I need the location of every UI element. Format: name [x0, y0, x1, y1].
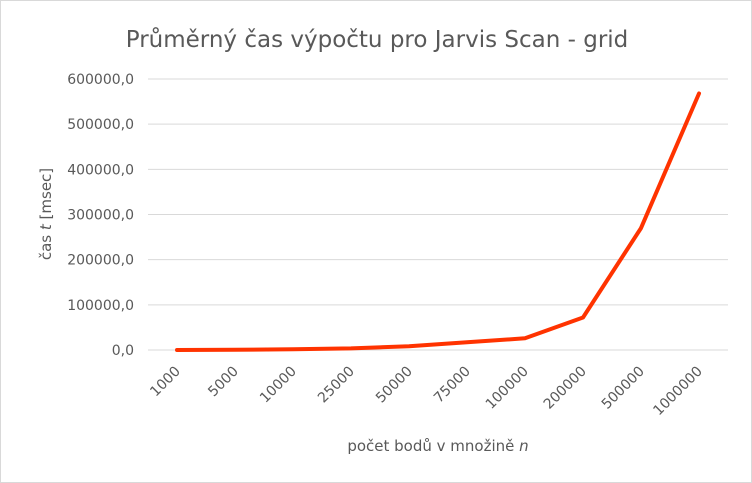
x-tick-label: 10000: [257, 364, 300, 407]
y-tick-label: 200000,0: [67, 253, 134, 269]
x-tick-label: 5000: [205, 364, 242, 401]
series-line: [175, 91, 701, 352]
y-tick-label: 300000,0: [67, 208, 134, 224]
x-tick-label: 200000: [541, 364, 590, 413]
x-tick-label: 1000000: [650, 364, 705, 419]
x-tick-labels: 1000 5000 10000 25000 50000 75000 100000 200000…: [147, 364, 706, 419]
chart-title: Průměrný čas výpočtu pro Jarvis Scan - g…: [126, 26, 629, 53]
x-axis-label: počet bodů v množině n: [347, 437, 528, 455]
x-tick-label: 75000: [431, 364, 474, 407]
y-tick-label: 600000,0: [67, 72, 134, 88]
gridlines: [148, 78, 728, 351]
x-tick-label: 100000: [483, 364, 532, 413]
y-tick-label: 0,0: [112, 343, 134, 359]
x-tick-label: 1000: [147, 364, 184, 401]
x-tick-label: 50000: [373, 364, 416, 407]
y-tick-labels: 0,0 100000,0 200000,0 300000,0 400000,0 50000…: [67, 72, 134, 359]
x-tick-label: 25000: [315, 364, 358, 407]
y-tick-label: 400000,0: [67, 162, 134, 178]
x-tick-label: 500000: [599, 364, 648, 413]
y-tick-label: 500000,0: [67, 117, 134, 133]
y-tick-label: 100000,0: [67, 298, 134, 314]
y-axis-label: čas t [msec]: [37, 168, 55, 260]
